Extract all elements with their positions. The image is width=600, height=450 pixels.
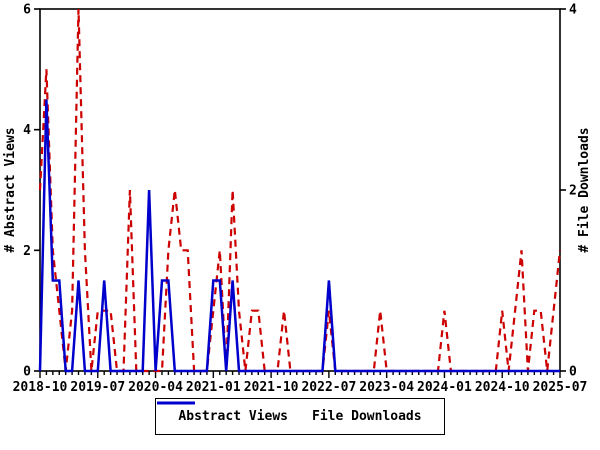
- y-axis-right-title: # File Downloads: [577, 127, 592, 252]
- plot-frame: [39, 8, 561, 372]
- x-axis-tick-label: 2019-07: [70, 380, 125, 395]
- y-axis-left-tick-label: 4: [23, 123, 31, 138]
- x-axis-tick-label: 2021-01: [186, 380, 241, 395]
- abstract-views-line: [38, 8, 562, 373]
- x-axis-tick-label: 2025-07: [533, 380, 588, 395]
- legend-entry-file-downloads: File Downloads: [157, 401, 422, 424]
- y-axis-right-tick-label: 4: [569, 3, 577, 18]
- y-axis-right-tick-label: 0: [569, 365, 577, 380]
- legend-entry-abstract-views: Abstract Views: [157, 401, 288, 424]
- x-axis-tick-label: 2023-04: [359, 380, 414, 395]
- legend-label-file-downloads: File Downloads: [312, 409, 422, 424]
- y-axis-right-tick-label: 2: [569, 184, 577, 199]
- legend: Abstract Views File Downloads: [155, 398, 445, 435]
- legend-label-abstract-views: Abstract Views: [178, 409, 288, 424]
- y-axis-left-tick-label: 6: [23, 3, 31, 18]
- x-axis-tick-label: 2022-07: [301, 380, 356, 395]
- y-axis-left-tick-label: 2: [23, 244, 31, 259]
- file-downloads-solid-line-icon: [157, 401, 195, 405]
- x-axis-tick-label: 2021-10: [244, 380, 299, 395]
- y-axis-left-tick-label: 0: [23, 365, 31, 380]
- x-axis-tick-label: 2024-01: [417, 380, 472, 395]
- x-axis-tick-label: 2018-10: [13, 380, 68, 395]
- file-downloads-line: [38, 99, 560, 373]
- x-axis-tick-label: 2020-04: [128, 380, 183, 395]
- y-axis-left-title: # Abstract Views: [3, 127, 18, 252]
- x-axis-tick-label: 2024-10: [475, 380, 530, 395]
